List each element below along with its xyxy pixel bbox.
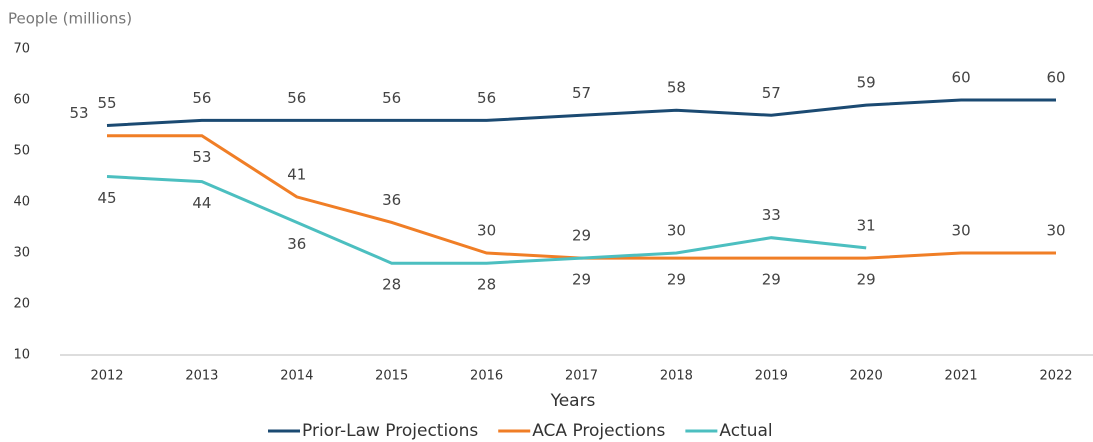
data-label: 30 <box>952 222 971 240</box>
legend-label: Prior-Law Projections <box>302 421 478 441</box>
data-label: 55 <box>97 94 116 112</box>
x-tick-label: 2022 <box>1039 369 1072 384</box>
data-label: 36 <box>382 191 401 209</box>
data-label: 60 <box>1046 69 1065 87</box>
x-tick-label: 2018 <box>660 369 693 384</box>
x-axis-label: Years <box>550 391 596 411</box>
y-tick-label: 60 <box>13 93 30 108</box>
data-label: 30 <box>477 222 496 240</box>
data-label: 41 <box>287 165 306 183</box>
data-label: 30 <box>667 222 686 240</box>
y-tick-label: 30 <box>13 246 30 261</box>
data-label: 56 <box>287 89 306 107</box>
data-label: 59 <box>857 74 876 92</box>
x-tick-label: 2017 <box>565 369 598 384</box>
x-tick-label: 2021 <box>945 369 978 384</box>
data-label: 28 <box>382 276 401 294</box>
x-tick-label: 2019 <box>755 369 788 384</box>
data-label: 58 <box>667 79 686 97</box>
data-label: 36 <box>287 235 306 253</box>
y-axis-label: People (millions) <box>8 10 132 28</box>
series-line <box>106 175 867 265</box>
x-tick-label: 2014 <box>280 369 313 384</box>
data-label: 29 <box>572 271 591 289</box>
y-tick-label: 40 <box>13 195 30 210</box>
x-tick-label: 2016 <box>470 369 503 384</box>
data-label: 56 <box>382 89 401 107</box>
y-tick-label: 10 <box>13 348 30 363</box>
x-tick-label: 2020 <box>850 369 883 384</box>
y-tick-label: 20 <box>13 297 30 312</box>
data-label: 53 <box>192 148 211 166</box>
data-label: 28 <box>477 276 496 294</box>
data-label: 45 <box>97 189 116 207</box>
data-label: 31 <box>857 216 876 234</box>
data-label: 57 <box>572 84 591 102</box>
data-label: 57 <box>762 84 781 102</box>
data-label: 56 <box>477 89 496 107</box>
data-label: 44 <box>192 194 211 212</box>
x-tick-label: 2012 <box>90 369 123 384</box>
series-line <box>106 98 1056 127</box>
x-tick-label: 2013 <box>185 369 218 384</box>
y-tick-label: 50 <box>13 144 30 159</box>
data-label: 29 <box>857 271 876 289</box>
data-label: 56 <box>192 89 211 107</box>
data-label: 60 <box>952 69 971 87</box>
data-label: 29 <box>667 271 686 289</box>
x-tick-label: 2015 <box>375 369 408 384</box>
data-label: 29 <box>762 271 781 289</box>
data-label: 30 <box>1046 222 1065 240</box>
data-label: 33 <box>762 206 781 224</box>
legend-label: ACA Projections <box>532 421 665 441</box>
data-label: 53 <box>69 104 88 122</box>
data-label: 29 <box>572 227 591 245</box>
legend-label: Actual <box>719 421 772 441</box>
y-tick-label: 70 <box>13 42 30 57</box>
